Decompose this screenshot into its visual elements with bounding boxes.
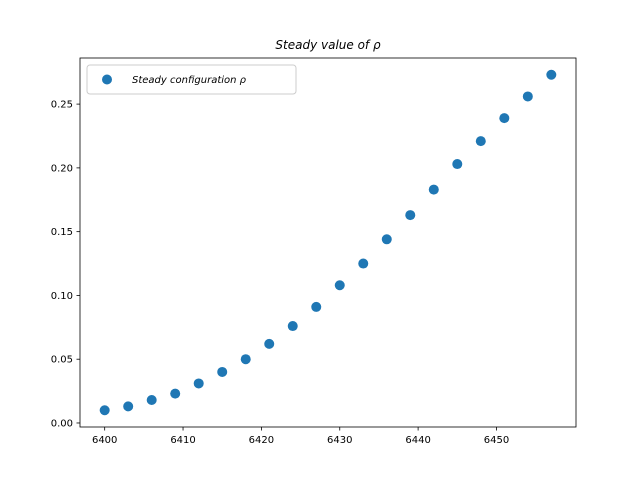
y-tick-label: 0.15 (51, 227, 73, 238)
data-point (334, 280, 345, 291)
data-points (99, 69, 557, 416)
data-point (217, 366, 228, 377)
y-tick-label: 0.05 (51, 355, 73, 366)
y-axis: 0.00 0.05 0.10 0.15 0.20 0.25 (51, 100, 80, 429)
data-point (240, 354, 251, 365)
data-point (287, 321, 298, 332)
y-tick-label: 0.20 (51, 163, 73, 174)
data-point (522, 91, 533, 102)
y-tick-label: 0.10 (51, 291, 73, 302)
data-point (170, 388, 181, 399)
data-point (405, 210, 416, 221)
legend-label: Steady configuration ρ (132, 75, 247, 86)
x-tick-label: 6450 (484, 435, 509, 446)
x-tick-label: 6420 (249, 435, 274, 446)
axes-frame (79, 57, 577, 428)
legend-box (86, 64, 297, 95)
data-point (499, 113, 510, 124)
legend: Steady configuration ρ (86, 64, 297, 95)
x-tick-label: 6440 (405, 435, 430, 446)
data-point (311, 301, 322, 312)
chart-title: Steady value of ρ (275, 38, 381, 52)
y-tick-label: 0.00 (51, 418, 73, 429)
x-tick-label: 6410 (170, 435, 195, 446)
plot-area (79, 57, 577, 428)
data-point (546, 69, 557, 80)
data-point (358, 258, 369, 269)
data-point (193, 378, 204, 389)
data-point (123, 401, 134, 412)
x-tick-label: 6400 (92, 435, 117, 446)
data-point (146, 395, 157, 406)
legend-marker (102, 74, 112, 85)
data-point (264, 338, 275, 349)
y-tick-label: 0.25 (51, 100, 73, 111)
data-point (381, 234, 392, 245)
x-axis: 6400 6410 6420 6430 6440 6450 (92, 427, 509, 446)
x-tick-label: 6430 (327, 435, 352, 446)
data-point (475, 136, 486, 147)
data-point (428, 184, 439, 195)
data-point (452, 159, 463, 170)
data-point (99, 405, 110, 416)
